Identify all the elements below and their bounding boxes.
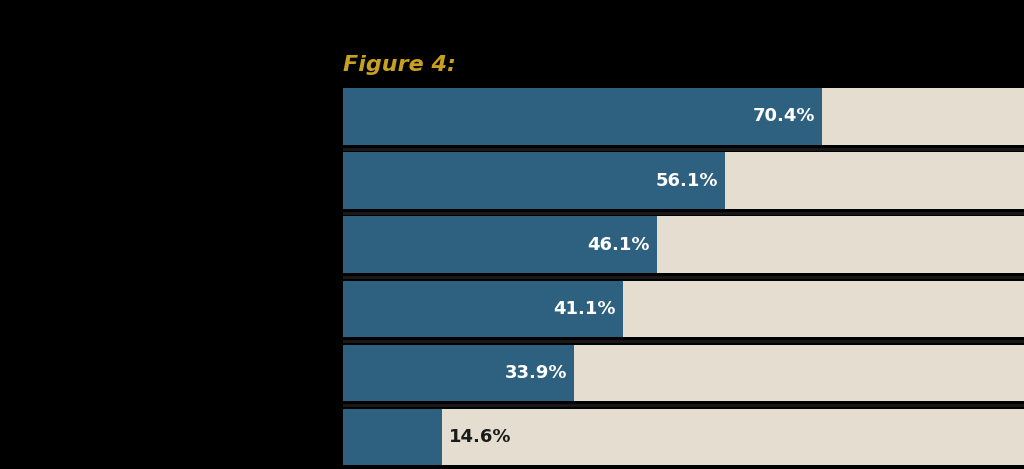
Bar [343,280,623,337]
Bar [343,88,1024,144]
Text: 56.1%: 56.1% [655,172,718,189]
Text: 70.4%: 70.4% [753,107,816,126]
Text: Figure 4:: Figure 4: [343,55,456,75]
Text: 14.6%: 14.6% [450,428,512,446]
Text: 46.1%: 46.1% [588,235,650,254]
Bar [343,280,1024,337]
Bar [343,345,1024,401]
Text: 33.9%: 33.9% [505,364,567,382]
Text: 41.1%: 41.1% [554,300,616,318]
Bar [343,409,442,465]
Bar [343,217,1024,273]
Bar [343,409,1024,465]
Bar [343,152,725,209]
Bar [343,345,573,401]
Bar [343,217,657,273]
Bar [343,88,822,144]
Bar [343,152,1024,209]
